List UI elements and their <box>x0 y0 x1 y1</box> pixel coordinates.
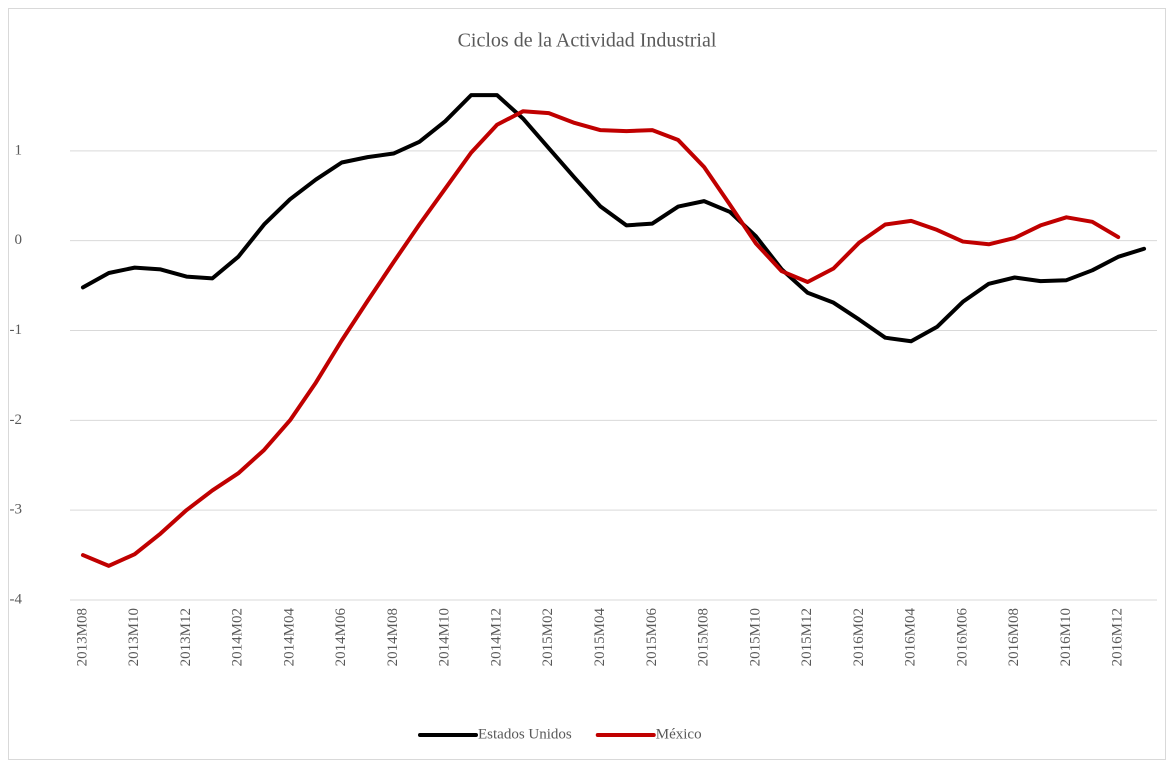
x-tick-label: 2015M04 <box>592 608 608 667</box>
chart-frame <box>8 8 1166 760</box>
x-tick-label: 2015M12 <box>799 608 815 666</box>
y-tick-label: -3 <box>10 502 23 518</box>
y-tick-label: -1 <box>10 322 23 338</box>
x-tick-label: 2016M04 <box>903 608 919 667</box>
y-tick-label: -2 <box>10 412 23 428</box>
chart-title: Ciclos de la Actividad Industrial <box>458 30 717 52</box>
x-tick-label: 2014M02 <box>230 608 246 666</box>
x-tick-label: 2013M08 <box>74 608 90 666</box>
x-tick-label: 2013M10 <box>126 608 142 666</box>
y-tick-label: 0 <box>15 232 23 248</box>
x-tick-label: 2014M10 <box>437 608 453 666</box>
x-tick-label: 2015M02 <box>540 608 556 666</box>
x-tick-label: 2016M10 <box>1058 608 1074 666</box>
x-tick-label: 2014M06 <box>333 608 349 667</box>
x-tick-label: 2015M08 <box>696 608 712 666</box>
legend-label: México <box>656 726 702 742</box>
legend-label: Estados Unidos <box>478 726 572 742</box>
x-tick-label: 2014M12 <box>488 608 504 666</box>
series-line <box>80 93 1147 344</box>
x-tick-label: 2013M12 <box>178 608 194 666</box>
x-tick-label: 2015M06 <box>644 608 660 667</box>
x-tick-label: 2016M12 <box>1110 608 1126 666</box>
x-tick-label: 2016M08 <box>1006 608 1022 666</box>
y-tick-label: 1 <box>15 142 23 158</box>
x-tick-label: 2016M06 <box>954 608 970 667</box>
x-tick-label: 2016M02 <box>851 608 867 666</box>
y-tick-label: -4 <box>10 591 23 607</box>
series-line <box>80 109 1121 568</box>
x-tick-label: 2014M04 <box>281 608 297 667</box>
x-tick-label: 2015M10 <box>747 608 763 666</box>
x-tick-label: 2014M08 <box>385 608 401 666</box>
